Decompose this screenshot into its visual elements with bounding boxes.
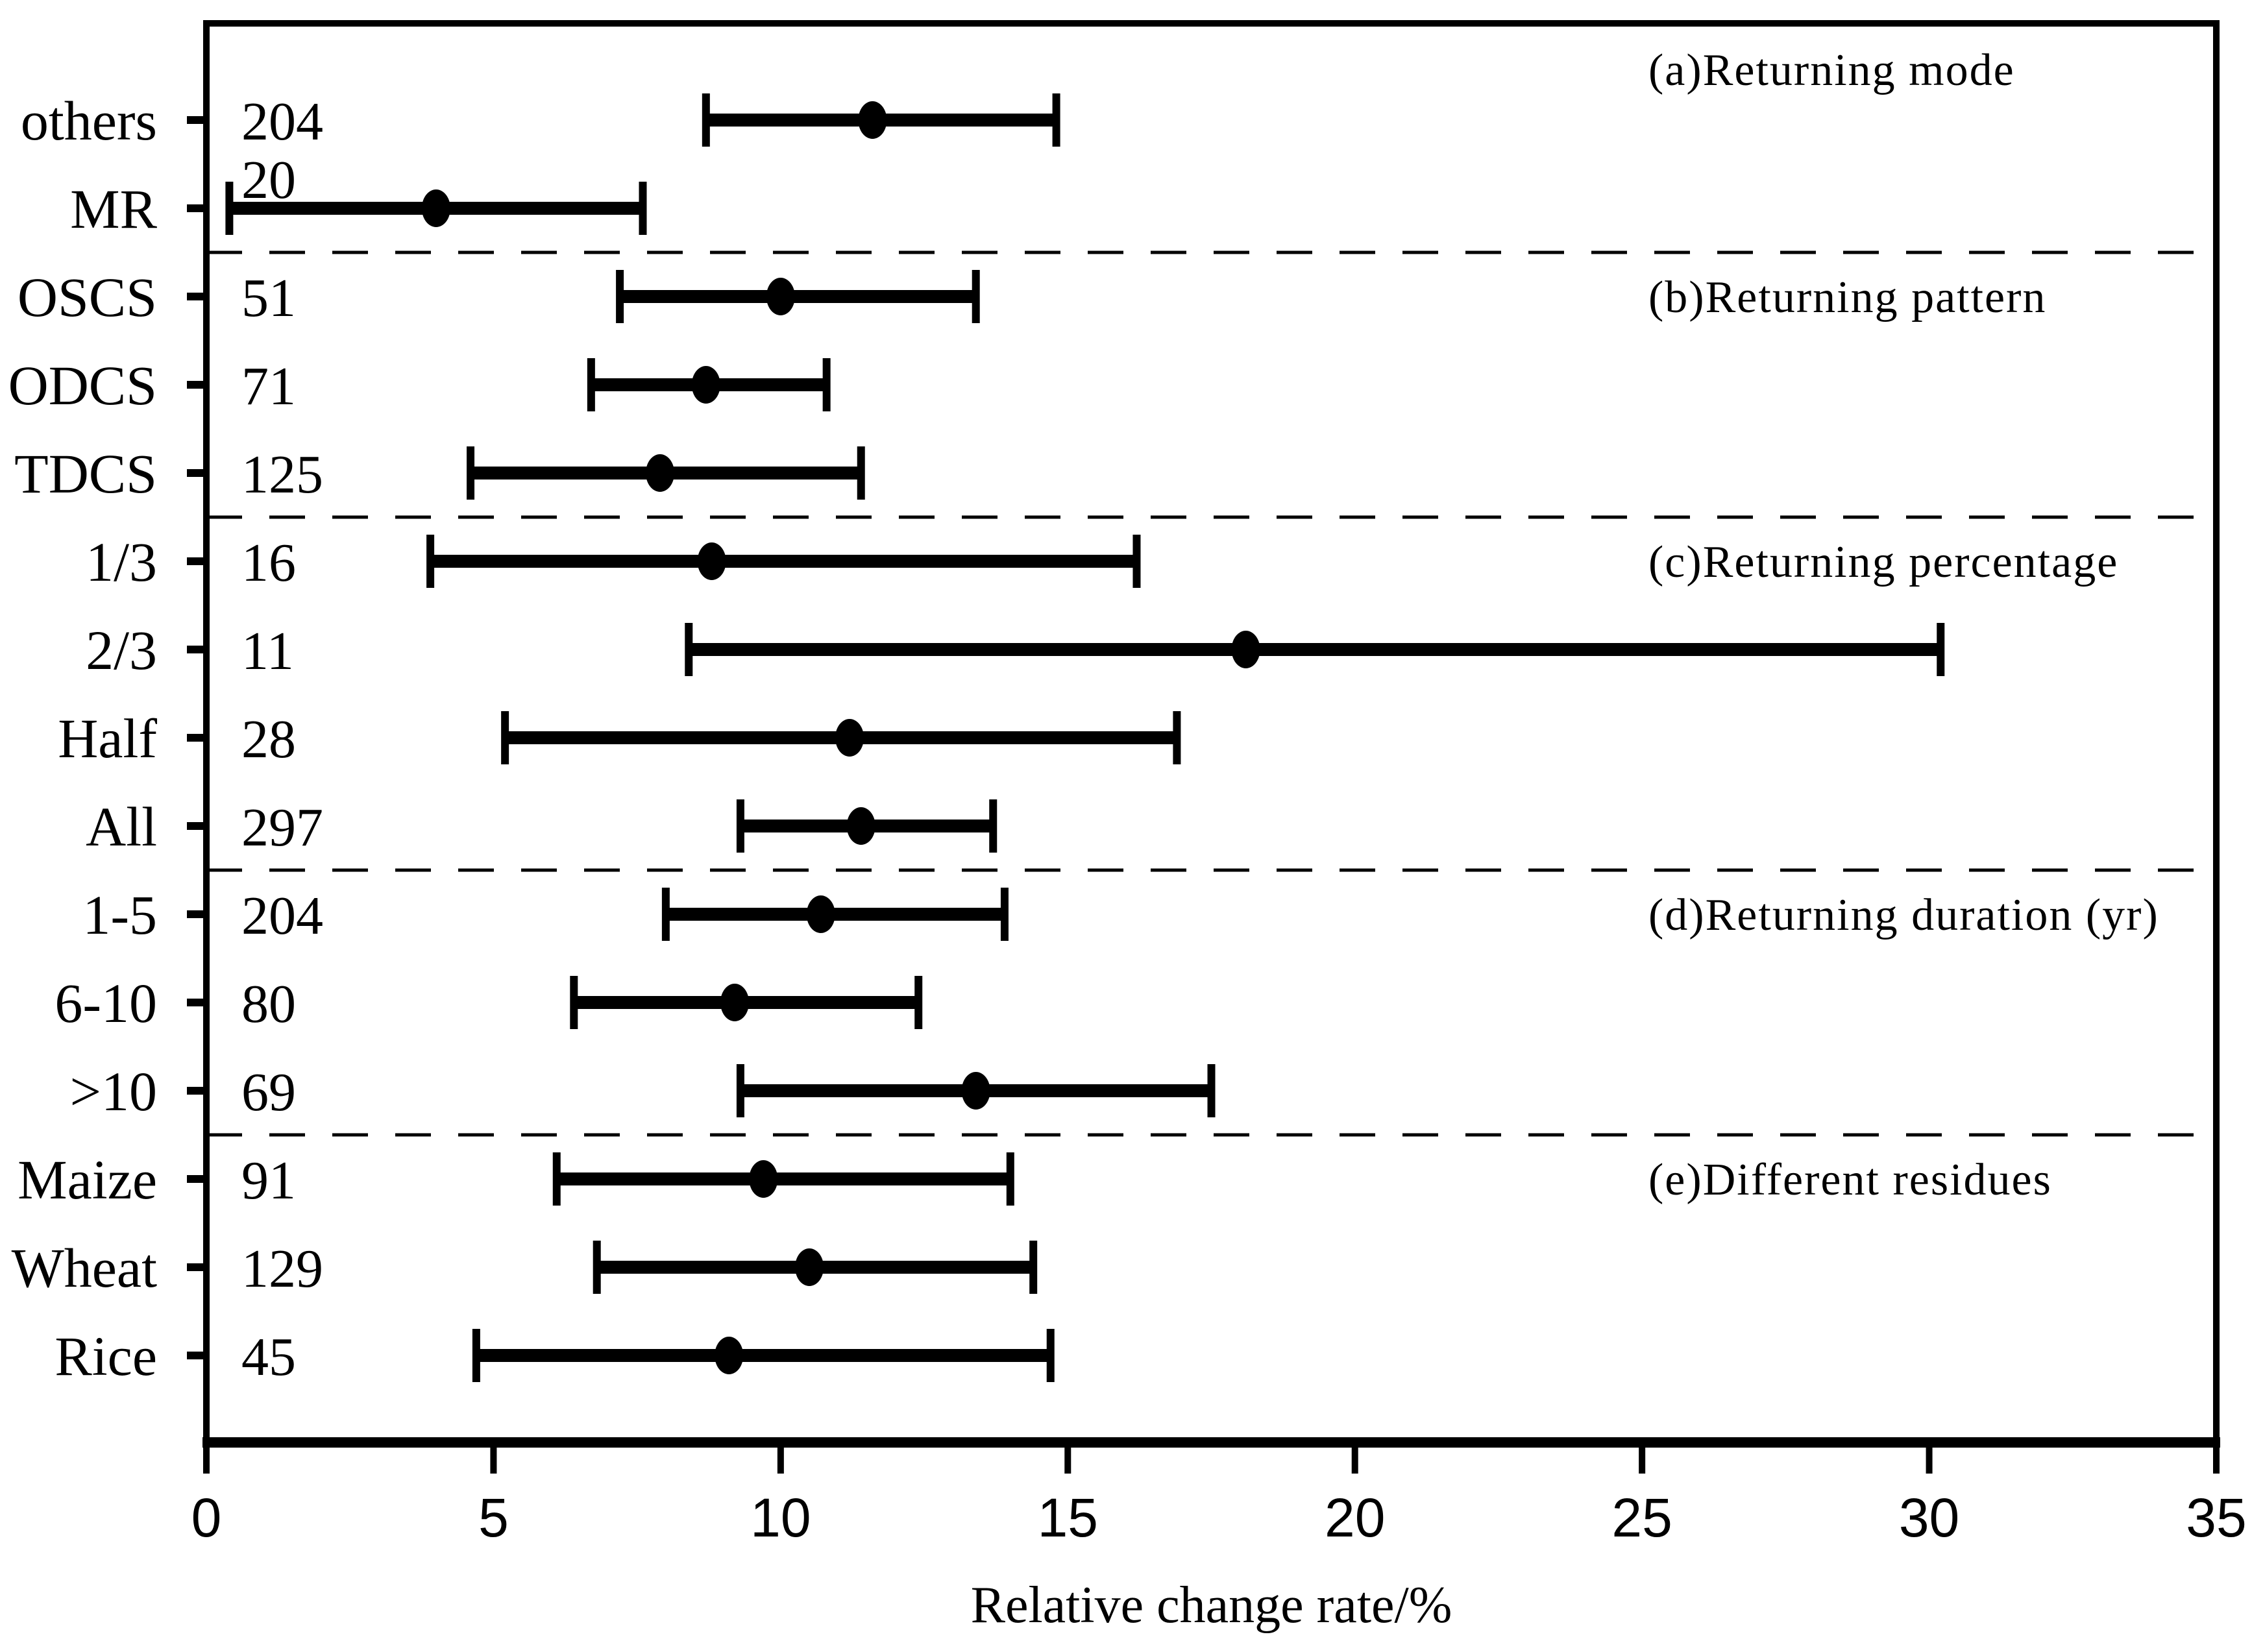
sample-size: 16	[241, 533, 296, 593]
x-tick-label: 5	[478, 1487, 509, 1548]
sample-size: 28	[241, 709, 296, 770]
section-title: (c)Returning percentage	[1648, 537, 2118, 587]
category-label: 2/3	[86, 619, 157, 681]
sample-size: 204	[241, 91, 323, 152]
forest-row: 2/3 11	[86, 619, 1945, 681]
x-tick-label: 35	[2186, 1487, 2246, 1548]
forest-row: All 297	[86, 796, 997, 858]
category-label: Wheat	[12, 1237, 158, 1299]
sample-size: 45	[241, 1327, 296, 1387]
forest-row: MR 20	[70, 150, 647, 240]
category-label: ODCS	[8, 354, 157, 417]
category-label: TDCS	[14, 443, 157, 505]
x-tick-label: 0	[191, 1487, 222, 1548]
point-marker	[835, 719, 864, 757]
point-marker	[961, 1072, 990, 1110]
sample-size: 11	[241, 621, 294, 681]
point-marker	[858, 101, 887, 139]
forest-row: Half 28	[58, 707, 1181, 770]
category-label: OSCS	[18, 266, 157, 328]
category-label: 6-10	[55, 972, 157, 1034]
sample-size: 129	[241, 1239, 323, 1299]
forest-row: 1/3 16	[86, 531, 1141, 593]
sample-size: 80	[241, 974, 296, 1034]
section-title: (e)Different residues	[1648, 1155, 2052, 1205]
forest-row: 6-10 80	[55, 972, 923, 1034]
section-titles: (a)Returning mode (b)Returning pattern (c)…	[1648, 45, 2159, 1205]
forest-row: TDCS 125	[14, 443, 865, 505]
x-tick-label: 10	[750, 1487, 811, 1548]
category-label: MR	[70, 178, 157, 240]
category-label: others	[21, 90, 157, 152]
category-label: Maize	[18, 1148, 157, 1211]
point-marker	[795, 1248, 824, 1286]
point-marker	[1231, 631, 1260, 668]
x-axis-title: Relative change rate/%	[971, 1577, 1452, 1634]
section-title: (b)Returning pattern	[1648, 273, 2046, 322]
sample-size: 51	[241, 268, 296, 328]
category-label: All	[86, 796, 157, 858]
x-tick-label: 20	[1325, 1487, 1385, 1548]
forest-row: Maize 91	[18, 1148, 1014, 1211]
sample-size: 69	[241, 1062, 296, 1123]
forest-row: ODCS 71	[8, 354, 831, 417]
x-tick-label: 25	[1611, 1487, 1672, 1548]
section-separators	[206, 250, 2216, 1137]
x-tick-label: 15	[1038, 1487, 1098, 1548]
point-marker	[846, 807, 875, 845]
point-marker	[421, 189, 450, 227]
section-title: (a)Returning mode	[1648, 45, 2015, 95]
point-marker	[646, 454, 675, 492]
point-marker	[806, 895, 835, 933]
forest-row: 1-5 204	[82, 884, 1009, 946]
sample-size: 297	[241, 797, 323, 858]
point-marker	[749, 1160, 778, 1198]
x-axis: 0 5 10 15 20 25 30 35 Relative change rate/%	[191, 1442, 2247, 1634]
forest-row: Rice 45	[55, 1325, 1055, 1387]
point-marker	[691, 366, 720, 404]
category-label: Rice	[55, 1325, 157, 1387]
forest-row: Wheat 129	[12, 1237, 1038, 1299]
plot-frame	[202, 20, 2220, 1448]
point-marker	[715, 1337, 744, 1374]
sample-size: 71	[241, 356, 296, 417]
sample-size: 20	[241, 150, 296, 210]
series: others 204 MR 20 OSCS 51 ODCS 71 TDCS 125 1/3 16 2/3…	[8, 90, 1945, 1387]
sample-size: 204	[241, 886, 323, 946]
sample-size: 125	[241, 444, 323, 505]
forest-row: >10 69	[69, 1060, 1216, 1123]
category-label: 1/3	[86, 531, 157, 593]
x-tick-label: 30	[1899, 1487, 1959, 1548]
point-marker	[720, 984, 750, 1021]
category-label: >10	[69, 1060, 157, 1123]
point-marker	[766, 278, 795, 315]
category-label: 1-5	[82, 884, 157, 946]
sample-size: 91	[241, 1150, 296, 1211]
section-title: (d)Returning duration (yr)	[1648, 890, 2159, 940]
point-marker	[697, 542, 726, 580]
category-label: Half	[58, 707, 157, 770]
forest-row: others 204	[21, 90, 1060, 152]
forest-row: OSCS 51	[18, 266, 980, 328]
